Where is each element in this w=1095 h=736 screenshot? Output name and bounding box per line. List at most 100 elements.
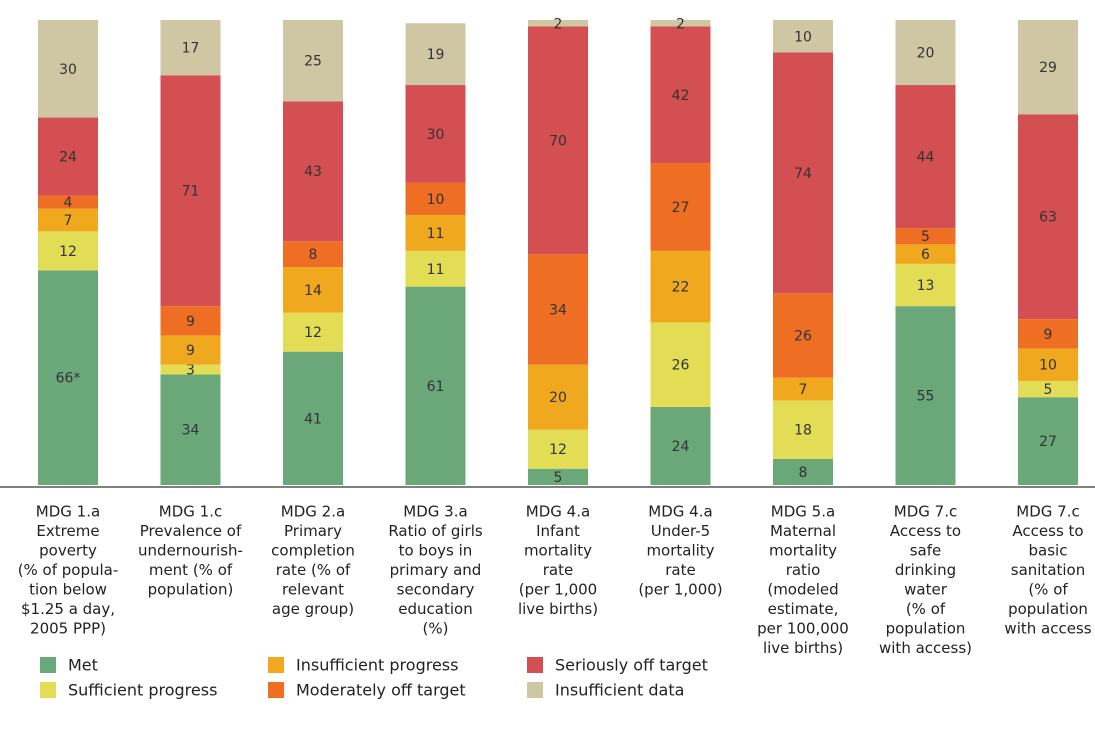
x-tick-label: basic (1029, 542, 1068, 560)
data-label: 8 (799, 465, 808, 481)
data-label: 44 (917, 150, 935, 166)
bar-segment (1018, 348, 1078, 381)
x-tick-label: sanitation (1011, 561, 1086, 579)
data-label: 5 (1044, 382, 1053, 398)
data-label: 63 (1039, 210, 1057, 226)
bar-segment (38, 270, 98, 485)
bar-segment (650, 406, 711, 485)
data-label: 5 (554, 470, 563, 486)
bar-segment (283, 241, 343, 268)
x-tick-label: rate (543, 561, 573, 579)
x-tick-label: primary and (390, 561, 482, 579)
bar-segment (895, 244, 956, 264)
data-label: 22 (672, 280, 690, 296)
x-tick-label: mortality (524, 542, 592, 560)
legend-label: Met (68, 656, 98, 675)
x-tick-label: Access to (890, 522, 961, 540)
bar-segment (773, 377, 833, 401)
bar-segment (650, 250, 711, 323)
data-label: 7 (799, 382, 808, 398)
data-label: 34 (549, 302, 567, 318)
data-label: 24 (59, 150, 77, 166)
legend-label: Seriously off target (555, 656, 708, 675)
bar-segment (650, 26, 711, 164)
x-tick-label: age group) (272, 600, 354, 618)
x-tick-label: Ratio of girls (388, 522, 483, 540)
data-label: 26 (794, 328, 812, 344)
x-tick-label: MDG 7.c (894, 503, 957, 521)
data-label: 9 (186, 343, 195, 359)
data-label: 61 (427, 379, 445, 395)
data-label: 9 (186, 314, 195, 330)
bar-segment (405, 286, 466, 485)
x-tick-label: mortality (769, 542, 837, 560)
x-tick-label: per 100,000 (757, 620, 849, 638)
x-tick-label: live births) (763, 639, 843, 657)
legend-label: Moderately off target (296, 681, 466, 700)
x-tick-label: rate (% of (276, 561, 351, 579)
bar-segment (1018, 397, 1078, 485)
bar-segment (283, 101, 343, 242)
data-label: 34 (182, 423, 200, 439)
bar-segment (650, 322, 711, 407)
x-tick-label: Prevalence of (140, 522, 242, 540)
x-tick-label: Under-5 (651, 522, 710, 540)
data-label: 2 (676, 16, 685, 32)
legend-label: Sufficient progress (68, 681, 217, 700)
x-tick-label: $1.25 a day, (21, 600, 115, 618)
x-tick-label: secondary (397, 581, 475, 599)
data-label: 74 (794, 166, 812, 182)
bar-segment (773, 458, 833, 485)
data-label: 66* (56, 371, 81, 387)
data-label: 11 (427, 262, 445, 278)
data-label: 71 (182, 184, 200, 200)
x-tick-label: population) (148, 581, 234, 599)
data-label: 12 (59, 244, 77, 260)
bar-segment (650, 20, 711, 27)
bar-segment (1018, 114, 1078, 320)
data-label: 5 (921, 229, 930, 245)
x-tick-label: to boys in (399, 542, 473, 560)
data-label: 20 (549, 390, 567, 406)
legend-swatch (527, 657, 543, 673)
bar-segment (405, 23, 466, 86)
data-label: 3 (186, 363, 195, 379)
bar-segment (895, 20, 956, 86)
data-label: 10 (1039, 358, 1057, 374)
data-label: 8 (309, 247, 318, 263)
data-label: 30 (59, 62, 77, 78)
bar-segment (773, 293, 833, 378)
x-tick-label: relevant (282, 581, 344, 599)
bar-segment (38, 231, 98, 271)
x-tick-label: poverty (39, 542, 97, 560)
x-tick-label: MDG 3.a (403, 503, 467, 521)
bar-segment (160, 335, 221, 365)
bar-segment (895, 306, 956, 485)
bar-segment (773, 400, 833, 459)
data-label: 18 (794, 423, 812, 439)
data-label: 12 (304, 325, 322, 341)
bar-segment (895, 85, 956, 229)
bar-segment (773, 52, 833, 294)
bar-segment (1018, 380, 1078, 398)
x-tick-label: Extreme (36, 522, 99, 540)
x-tick-label: (% of (906, 600, 946, 618)
data-label: 6 (921, 247, 930, 263)
bar-segment (895, 228, 956, 245)
data-label: 20 (917, 46, 935, 62)
x-tick-label: 2005 PPP) (30, 620, 106, 638)
data-label: 13 (917, 278, 935, 294)
bar-segment (405, 250, 466, 287)
x-tick-label: population (1008, 600, 1088, 618)
bar-segment (38, 208, 98, 232)
data-label: 10 (794, 29, 812, 45)
x-tick-label: MDG 4.a (648, 503, 712, 521)
x-tick-label: with access (1004, 620, 1091, 638)
bar-segment (38, 195, 98, 209)
data-label: 9 (1044, 327, 1053, 343)
x-tick-label: drinking (895, 561, 956, 579)
bar-segment (160, 374, 221, 485)
data-label: 4 (64, 195, 73, 211)
x-tick-label: tion below (29, 581, 107, 599)
